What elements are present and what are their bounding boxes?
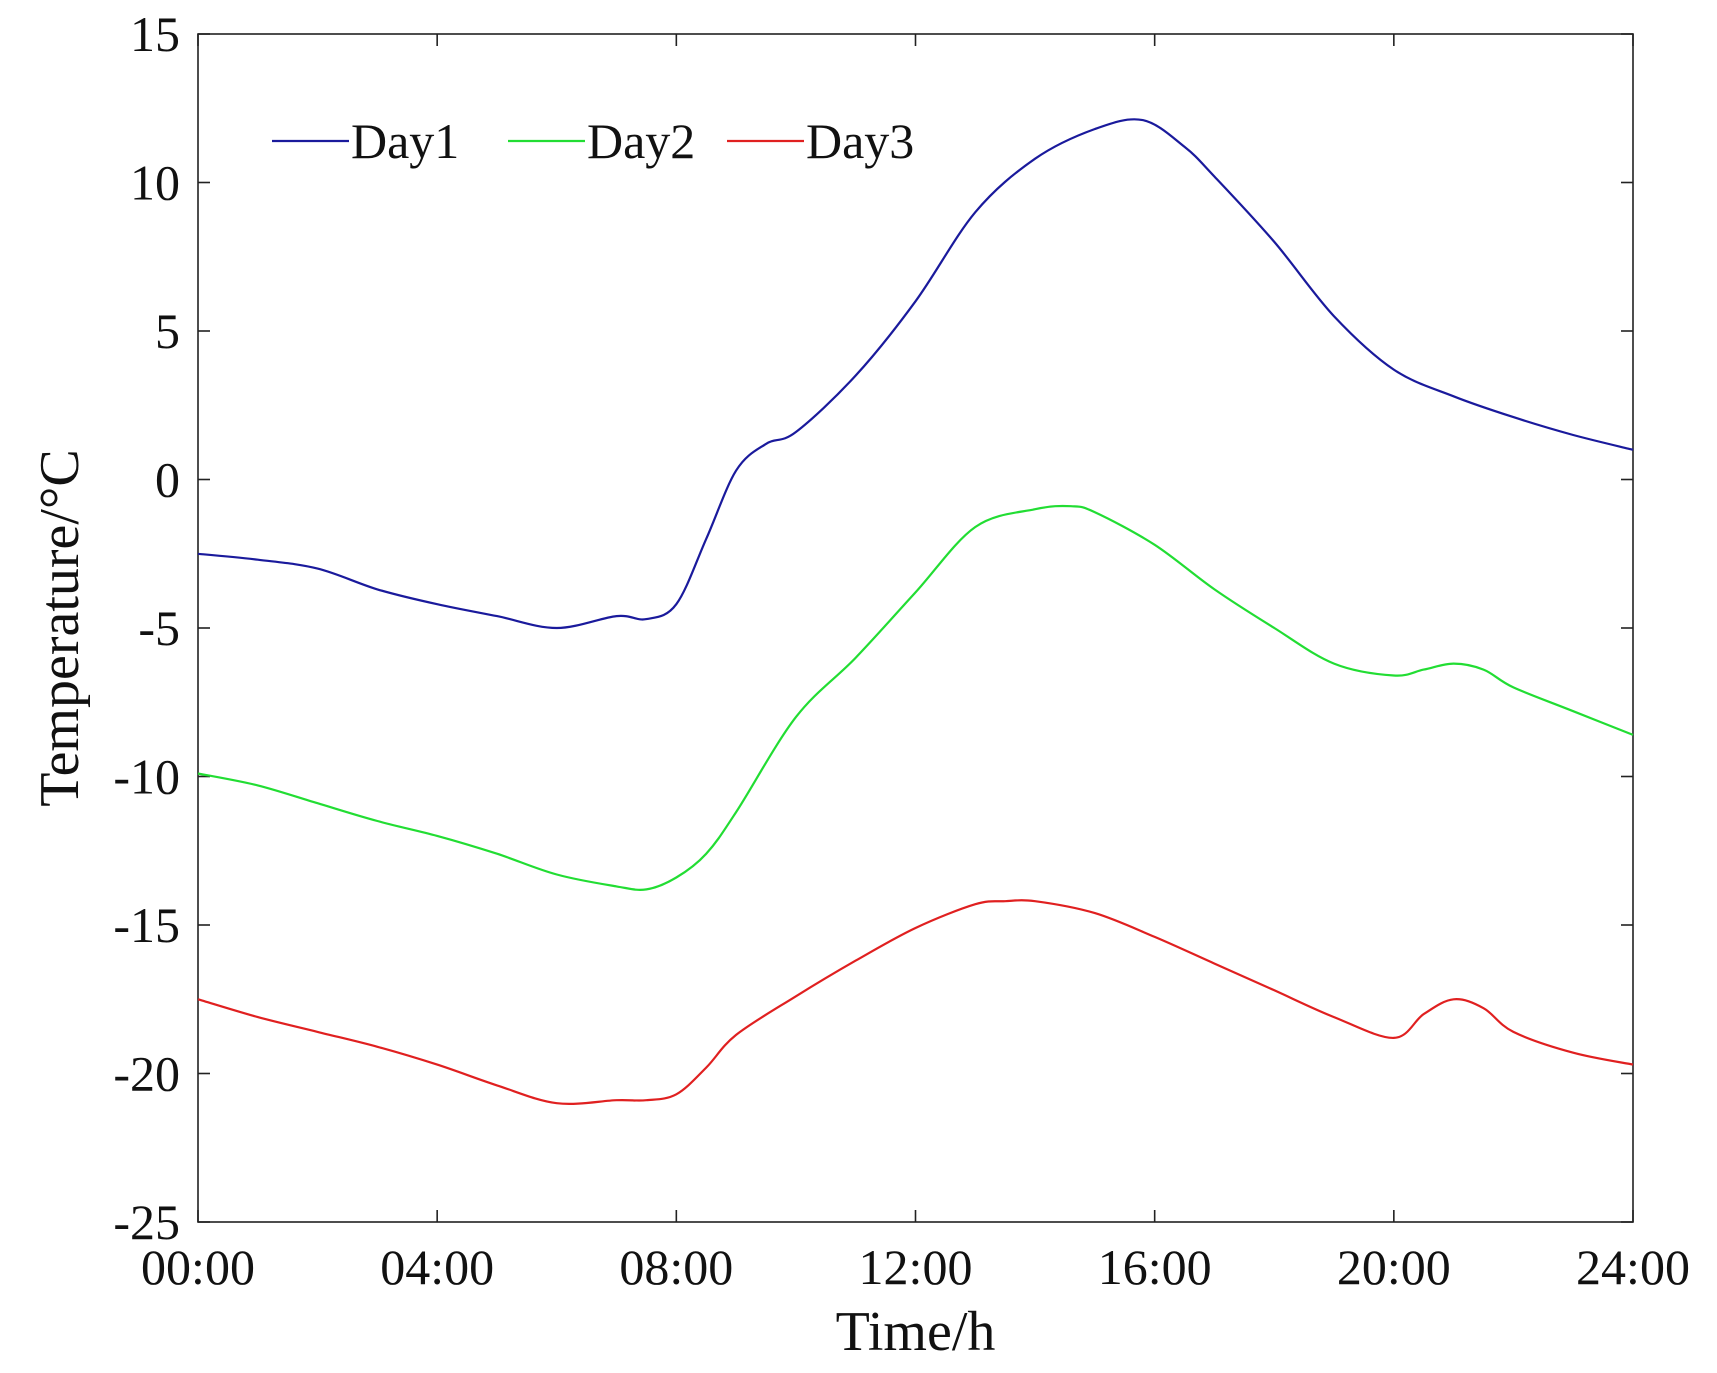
y-tick-label: -15	[113, 897, 180, 953]
y-axis-title: Temperature/°C	[29, 449, 91, 806]
x-tick-label: 04:00	[380, 1239, 494, 1295]
x-tick-label: 12:00	[859, 1239, 973, 1295]
y-axis-ticks: 15 10 5 0 -5 -10 -15 -20 -25	[113, 6, 1633, 1250]
y-tick-label: -25	[113, 1194, 180, 1250]
x-tick-label: 00:00	[141, 1239, 255, 1295]
legend: Day1 Day2 Day3	[272, 113, 914, 169]
y-tick-label: 5	[155, 303, 180, 359]
series-line-day1	[197, 118, 1634, 630]
x-axis-ticks: 00:00 04:00 08:00 12:00 16:00 20:00 24:00	[141, 34, 1690, 1295]
y-tick-label: -10	[113, 749, 180, 805]
series-line-day3	[197, 899, 1634, 1105]
x-tick-label: 20:00	[1337, 1239, 1451, 1295]
x-tick-label: 24:00	[1576, 1239, 1690, 1295]
series-line-day2	[197, 504, 1634, 891]
y-tick-label: -5	[138, 600, 180, 656]
legend-label-day3: Day3	[806, 113, 914, 169]
x-tick-label: 08:00	[619, 1239, 733, 1295]
x-tick-label: 16:00	[1098, 1239, 1212, 1295]
legend-label-day2: Day2	[587, 113, 695, 169]
series-layer	[197, 118, 1634, 1105]
y-tick-label: -20	[113, 1046, 180, 1102]
x-axis-title: Time/h	[836, 1301, 996, 1363]
plot-border	[197, 33, 1634, 1223]
y-tick-label: 0	[155, 452, 180, 508]
legend-label-day1: Day1	[351, 113, 459, 169]
plot-frame	[197, 33, 1634, 1223]
y-tick-label: 10	[130, 155, 180, 211]
y-tick-label: 15	[130, 6, 180, 62]
